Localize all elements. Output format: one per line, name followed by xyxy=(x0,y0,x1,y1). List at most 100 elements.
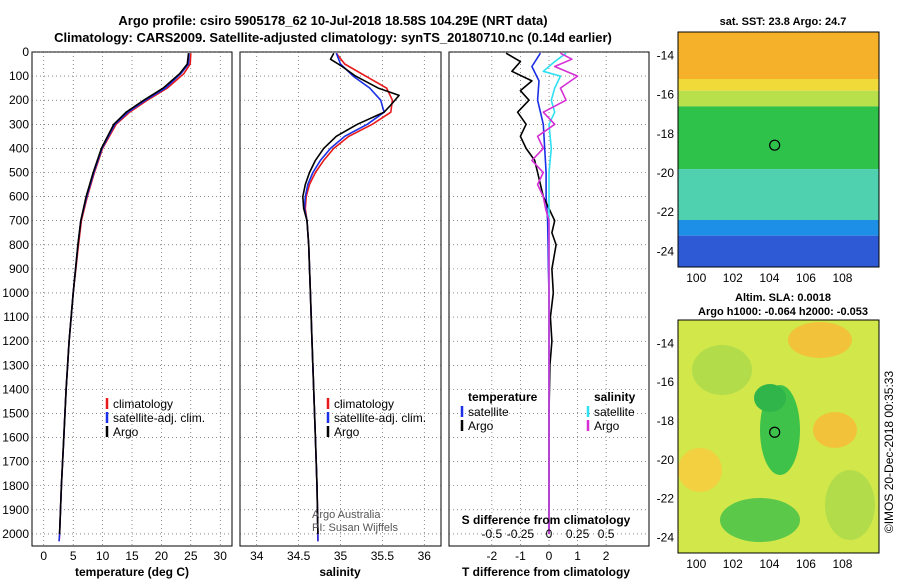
legend-label-climatology: climatology xyxy=(334,397,394,411)
sst-lat-tick-label: -24 xyxy=(657,244,675,258)
sst-band xyxy=(678,235,879,267)
sla-map-frame xyxy=(677,319,880,554)
sla-blob xyxy=(813,412,857,448)
temperature-xticks: 0 5 10 15 20 25 30 xyxy=(40,549,227,563)
pressure-tick-label: 300 xyxy=(9,117,29,131)
difference-xticks: -2 -1 0 1 2 xyxy=(487,549,610,563)
pressure-tick-label: 800 xyxy=(9,238,29,252)
sst-lon-tick-label: 104 xyxy=(759,271,779,285)
legend-label-argo: Argo xyxy=(113,425,139,439)
sla-lon-tick-label: 106 xyxy=(796,557,816,571)
t-difference-xlabel: T difference from climatology xyxy=(462,565,630,579)
temperature-grid xyxy=(32,51,232,546)
temp-xtick-label: 5 xyxy=(70,549,77,563)
legend-label-satellite: satellite-adj. clim. xyxy=(334,411,426,425)
sst-lon-tick-label: 102 xyxy=(723,271,743,285)
sal-xtick-label: 35 xyxy=(334,549,348,563)
temp-xtick-label: 30 xyxy=(214,549,228,563)
sst-lon-tick-label: 108 xyxy=(832,271,852,285)
sst-argo-marker xyxy=(769,139,781,151)
temp-series-satellite-adj-clim- xyxy=(58,53,190,542)
pressure-tick-label: 1800 xyxy=(2,479,29,493)
legend-label-s-argo: Argo xyxy=(594,419,620,433)
sla-lon-tick-label: 102 xyxy=(723,557,743,571)
pressure-tick-label: 1400 xyxy=(2,382,29,396)
salinity-panel: 34 34.5 35 35.5 36 salinity climatology sate… xyxy=(239,51,442,579)
pressure-tick-label: 1700 xyxy=(2,455,29,469)
sla-blob xyxy=(825,470,875,540)
sla-lat-tick-label: -24 xyxy=(657,530,675,544)
sst-map-frame xyxy=(677,31,880,268)
legend-label-t-argo: Argo xyxy=(468,419,494,433)
sst-lon-tick-label: 106 xyxy=(796,271,816,285)
credit-line-1: Argo Australia xyxy=(312,509,381,521)
sst-lat-tick-label: -18 xyxy=(657,127,675,141)
difference-legend-salinity: salinity satellite Argo xyxy=(586,390,636,433)
temp-series-climatology xyxy=(58,53,192,542)
temp-series-argo xyxy=(58,53,190,535)
imos-stamp: ©IMOS 20-Dec-2018 00:35:33 xyxy=(882,371,896,534)
difference-s-xticks: -0.5 -0.25 0 0.25 0.5 xyxy=(482,527,615,541)
sla-lat-tick-label: -22 xyxy=(657,492,675,506)
sla-blob xyxy=(788,322,852,358)
diff-xtick-label: -1 xyxy=(515,549,526,563)
sst-band xyxy=(678,32,879,79)
pressure-tick-label: 1200 xyxy=(2,334,29,348)
sla-map-panel: Altim. SLA: 0.0018 Argo h1000: -0.064 h2… xyxy=(657,292,880,571)
diff-series-s-satellite xyxy=(542,52,567,534)
sst-heatmap xyxy=(678,32,879,267)
pressure-yticks: 0 100 200 300 400 500 600 700 800 900 1000 1100 1200… xyxy=(2,45,29,541)
sst-lat-tick-label: -20 xyxy=(657,166,675,180)
sla-lat-tick-label: -18 xyxy=(657,414,675,428)
sst-band xyxy=(678,220,879,236)
pressure-tick-label: 1600 xyxy=(2,431,29,445)
diff-xtick-label: 1 xyxy=(574,549,581,563)
sla-lon-tick-label: 104 xyxy=(759,557,779,571)
title-line-1: Argo profile: csiro 5905178_62 10-Jul-20… xyxy=(118,13,547,28)
sal-xtick-label: 34.5 xyxy=(287,549,311,563)
credit-line-2: PI: Susan Wijffels xyxy=(312,522,398,534)
sla-lon-tick-label: 108 xyxy=(832,557,852,571)
diff-xtick-label: 2 xyxy=(603,549,610,563)
diff-s-xtick-label: 0.25 xyxy=(566,527,590,541)
difference-panel: -2 -1 0 1 2 -0.5 -0.25 0 0.25 0.5 S difference f… xyxy=(448,51,650,579)
salinity-lines xyxy=(301,52,400,542)
pressure-tick-label: 1900 xyxy=(2,503,29,517)
temp-xtick-label: 25 xyxy=(184,549,198,563)
salinity-grid xyxy=(240,51,441,546)
diff-xtick-label: -2 xyxy=(487,549,498,563)
diff-s-xtick-label: 0.5 xyxy=(598,527,615,541)
pressure-tick-label: 400 xyxy=(9,141,29,155)
sla-lat-tick-label: -16 xyxy=(657,375,675,389)
pressure-tick-label: 2000 xyxy=(2,527,29,541)
legend-label-t-satellite: satellite xyxy=(468,405,509,419)
diff-series-t-argo xyxy=(505,52,557,534)
temp-xtick-label: 10 xyxy=(96,549,110,563)
sal-xtick-label: 34 xyxy=(250,549,264,563)
sst-band xyxy=(678,90,879,107)
salinity-frame xyxy=(239,51,442,547)
salinity-legend: climatology satellite-adj. clim. Argo xyxy=(326,397,426,439)
sla-map-ticks: 100 102 104 106 108 -14 -16 -18 -20 -22 -24 xyxy=(657,336,853,571)
sst-band xyxy=(678,79,879,91)
sla-map-subtitle: Argo h1000: -0.064 h2000: -0.053 xyxy=(698,306,868,318)
pressure-tick-label: 700 xyxy=(9,214,29,228)
difference-legend-temperature: temperature satellite Argo xyxy=(460,390,538,433)
sal-xtick-label: 35.5 xyxy=(371,549,395,563)
diff-s-xtick-label: -0.25 xyxy=(507,527,535,541)
pressure-tick-label: 1500 xyxy=(2,406,29,420)
s-difference-xlabel: S difference from climatology xyxy=(462,513,631,527)
sst-map-ticks: 100 102 104 106 108 -14 -16 -18 -20 -22 -24 xyxy=(657,49,853,286)
sst-band xyxy=(678,106,879,170)
legend-title-salinity: salinity xyxy=(594,390,636,404)
legend-label-climatology: climatology xyxy=(113,397,173,411)
pressure-tick-label: 900 xyxy=(9,262,29,276)
pressure-tick-label: 1300 xyxy=(2,358,29,372)
sal-xtick-label: 36 xyxy=(418,549,432,563)
sst-lat-tick-label: -16 xyxy=(657,88,675,102)
sal-series-argo xyxy=(301,52,400,535)
temperature-xlabel: temperature (deg C) xyxy=(75,565,189,579)
diff-series-t-satellite xyxy=(531,52,550,534)
temperature-panel: 0 5 10 15 20 25 30 0 100 200 300 400 500 600 700 800 90… xyxy=(2,45,233,579)
